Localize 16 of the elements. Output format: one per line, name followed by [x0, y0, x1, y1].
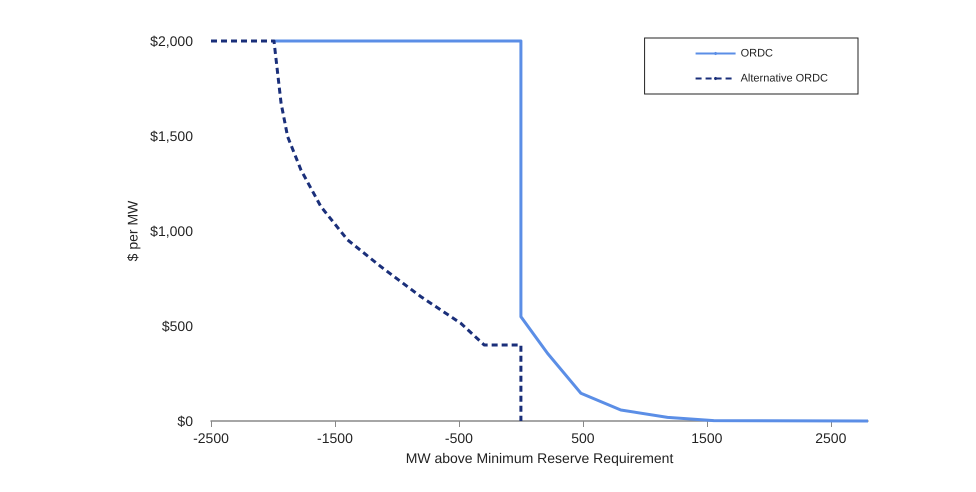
y-tick-label: $0 [177, 413, 194, 429]
x-tick-label: 2500 [815, 430, 847, 446]
x-tick-label: -2500 [193, 430, 230, 446]
y-tick-label: $2,000 [150, 33, 194, 49]
x-tick-label: 500 [571, 430, 595, 446]
y-tick-label: $1,500 [150, 128, 194, 144]
line-series [210, 40, 522, 422]
x-tick-label: 1500 [691, 430, 723, 446]
legend-label: ORDC [740, 48, 774, 60]
y-axis-title: $ per MW [124, 200, 140, 262]
y-tick-label: $1,000 [150, 223, 194, 239]
x-tick-label: -500 [444, 430, 474, 446]
x-axis-title: MW above Minimum Reserve Requirement [406, 450, 674, 466]
x-tick-label: -1500 [317, 430, 354, 446]
y-tick-label: $500 [162, 318, 194, 334]
legend-label: Alternative ORDC [740, 72, 828, 84]
